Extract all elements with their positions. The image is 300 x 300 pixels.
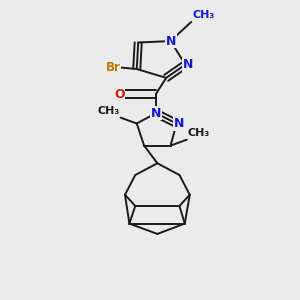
Text: N: N <box>151 107 161 120</box>
Text: O: O <box>114 88 125 100</box>
Text: Br: Br <box>106 61 121 74</box>
Text: N: N <box>182 58 193 71</box>
Text: N: N <box>165 34 176 48</box>
Text: CH₃: CH₃ <box>188 128 210 138</box>
Text: CH₃: CH₃ <box>97 106 119 116</box>
Text: N: N <box>174 117 184 130</box>
Text: CH₃: CH₃ <box>193 10 215 20</box>
